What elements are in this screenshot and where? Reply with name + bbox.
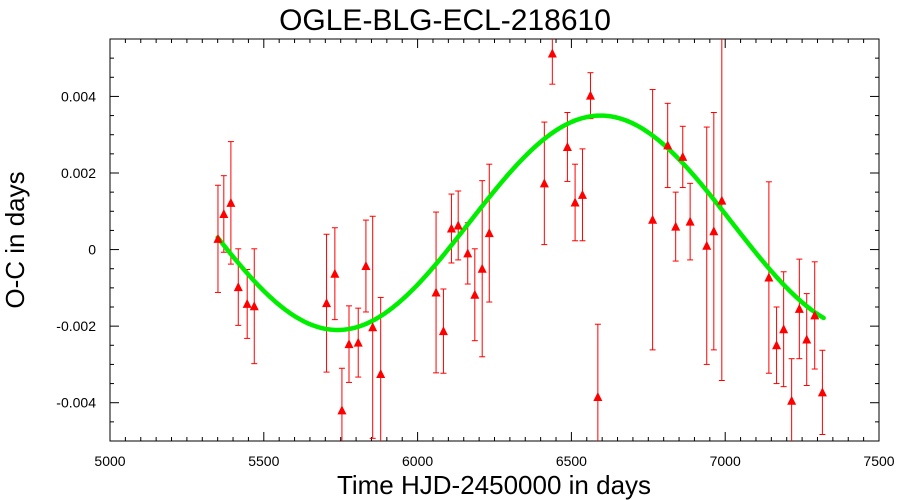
data-point-marker bbox=[709, 226, 719, 236]
data-point-marker bbox=[794, 303, 804, 313]
data-point-marker bbox=[717, 195, 727, 205]
y-tick-label: 0.002 bbox=[61, 165, 96, 181]
data-point-marker bbox=[764, 272, 774, 282]
data-point-marker bbox=[671, 221, 681, 231]
x-tick-label: 6500 bbox=[556, 453, 587, 469]
error-bars bbox=[214, 39, 826, 441]
data-point-marker bbox=[376, 369, 386, 378]
x-tick-label: 7500 bbox=[863, 453, 894, 469]
fit-curve-layer bbox=[215, 113, 826, 333]
data-point-marker bbox=[463, 248, 473, 258]
data-point-marker bbox=[219, 208, 229, 218]
x-tick-label: 7000 bbox=[710, 453, 741, 469]
data-point-marker bbox=[249, 301, 259, 311]
data-point-marker bbox=[585, 90, 595, 100]
data-point-marker bbox=[453, 220, 463, 230]
x-tick-label: 5500 bbox=[248, 453, 279, 469]
chart-title: OGLE-BLG-ECL-218610 bbox=[279, 4, 611, 37]
x-axis-label: Time HJD-2450000 in days bbox=[337, 470, 651, 500]
data-point-marker bbox=[772, 340, 782, 350]
data-point-marker bbox=[446, 223, 456, 233]
y-tick-label: 0.004 bbox=[61, 88, 96, 104]
data-point-marker bbox=[484, 228, 494, 238]
data-point-marker bbox=[779, 324, 789, 334]
data-point-marker bbox=[322, 298, 332, 308]
data-point-marker bbox=[361, 261, 371, 271]
data-point-marker bbox=[242, 298, 252, 308]
data-points bbox=[213, 48, 827, 415]
data-point-marker bbox=[226, 197, 236, 207]
x-tick-label: 5000 bbox=[94, 453, 125, 469]
x-tick-label: 6000 bbox=[402, 453, 433, 469]
data-point-marker bbox=[802, 334, 812, 344]
data-point-marker bbox=[539, 178, 549, 188]
data-point-marker bbox=[678, 151, 688, 161]
data-point-marker bbox=[817, 387, 827, 397]
y-tick-label: -0.002 bbox=[56, 318, 96, 334]
data-point-marker bbox=[470, 289, 480, 299]
y-tick-label: -0.004 bbox=[56, 395, 96, 411]
data-point-marker bbox=[685, 216, 695, 226]
y-tick-label: 0 bbox=[88, 242, 96, 258]
data-point-marker bbox=[477, 263, 487, 273]
data-point-marker bbox=[562, 141, 572, 151]
data-point-marker bbox=[330, 268, 340, 278]
data-point-marker bbox=[438, 326, 448, 336]
data-point-marker bbox=[810, 310, 820, 320]
data-point-marker bbox=[593, 391, 603, 401]
plot-frame bbox=[109, 38, 880, 442]
data-point-marker bbox=[344, 339, 354, 349]
data-point-marker bbox=[577, 189, 587, 199]
data-point-marker bbox=[547, 48, 557, 58]
y-axis-label: O-C in days bbox=[0, 171, 30, 308]
data-point-marker bbox=[337, 405, 347, 415]
data-point-marker bbox=[233, 282, 243, 292]
fit-curve bbox=[215, 113, 826, 333]
data-point-marker bbox=[353, 337, 363, 347]
data-point-marker bbox=[431, 287, 441, 297]
data-point-marker bbox=[648, 214, 658, 224]
data-point-marker bbox=[702, 240, 712, 250]
plot-axes: 5000 5500 6000 6500 7000 7500 -0.004 -0.002 0 0.0… bbox=[56, 38, 895, 469]
data-point-marker bbox=[570, 197, 580, 207]
data-point-marker bbox=[368, 322, 378, 332]
data-point-marker bbox=[787, 395, 797, 405]
data-point-marker bbox=[663, 140, 673, 150]
data-point-marker bbox=[213, 233, 223, 243]
